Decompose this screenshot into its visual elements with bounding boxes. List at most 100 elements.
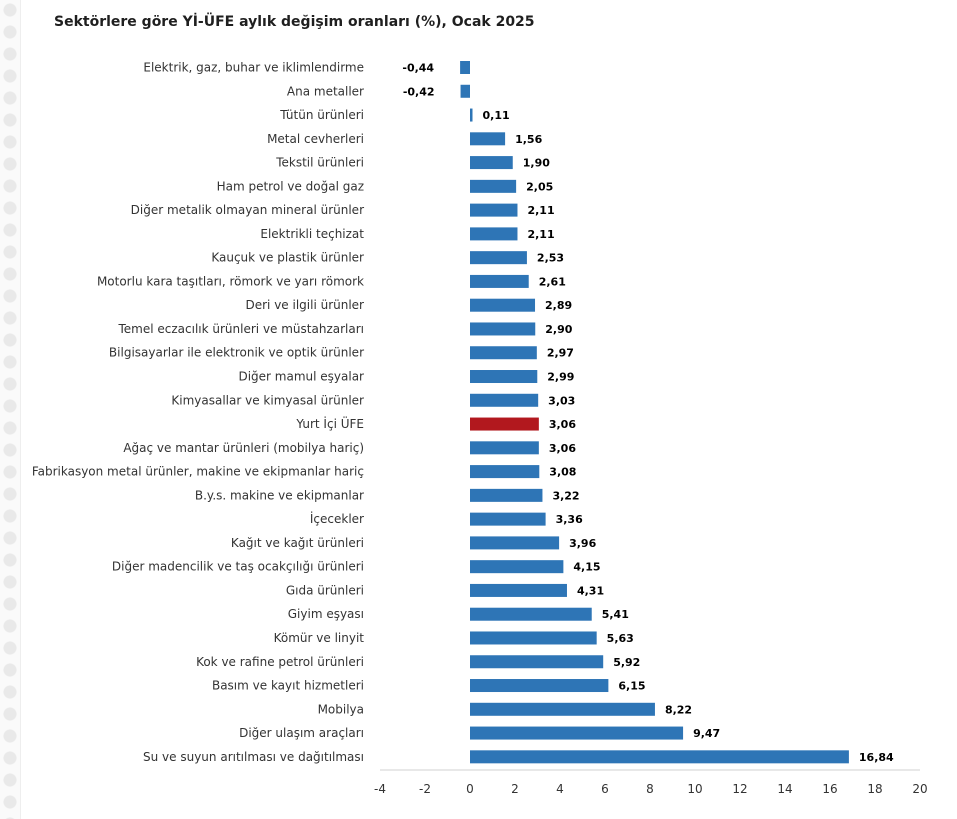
- bar: [470, 274, 529, 288]
- category-label: Ağaç ve mantar ürünleri (mobilya hariç): [123, 441, 364, 455]
- category-label: Temel eczacılık ürünleri ve müstahzarlar…: [118, 322, 365, 336]
- value-label: 9,47: [693, 727, 720, 740]
- bar: [470, 607, 592, 621]
- category-label: Kömür ve linyit: [274, 631, 365, 645]
- category-label: İçecekler: [310, 511, 364, 526]
- category-label: Fabrikasyon metal ürünler, makine ve eki…: [32, 465, 364, 479]
- category-label: Tekstil ürünleri: [275, 156, 364, 170]
- bar: [470, 156, 513, 170]
- bar: [470, 702, 655, 716]
- category-label: Elektrikli teçhizat: [260, 227, 364, 241]
- value-label: 3,08: [549, 466, 576, 479]
- bar: [460, 61, 470, 74]
- x-tick-label: 16: [822, 782, 837, 796]
- value-label: 4,15: [573, 561, 600, 574]
- value-label: 4,31: [577, 584, 604, 597]
- bar: [470, 393, 539, 407]
- value-label: 5,41: [602, 608, 629, 621]
- value-label: 0,11: [483, 109, 510, 122]
- category-label: Kauçuk ve plastik ürünler: [211, 251, 364, 265]
- category-label: Diğer metalik olmayan mineral ürünler: [131, 203, 364, 217]
- category-label: Gıda ürünleri: [286, 583, 364, 597]
- value-label: -0,44: [402, 62, 434, 75]
- value-label: 5,92: [613, 656, 640, 669]
- category-label: Ham petrol ve doğal gaz: [217, 179, 364, 193]
- x-tick-label: 14: [777, 782, 792, 796]
- category-label: Mobilya: [318, 702, 364, 716]
- value-label: 2,05: [526, 180, 553, 193]
- category-label: Elektrik, gaz, buhar ve iklimlendirme: [143, 61, 364, 75]
- category-label: Ana metaller: [287, 84, 364, 98]
- bar: [470, 583, 567, 597]
- bar: [470, 726, 684, 740]
- bar: [470, 655, 604, 669]
- category-label: Yurt İçi ÜFE: [295, 415, 364, 431]
- x-tick-label: 6: [601, 782, 609, 796]
- bar: [470, 203, 518, 217]
- value-label: 2,99: [547, 371, 574, 384]
- bar: [470, 488, 543, 502]
- x-tick-label: 4: [556, 782, 564, 796]
- category-label: Bilgisayarlar ile elektronik ve optik ür…: [109, 346, 364, 360]
- bar: [470, 298, 536, 312]
- value-label: 2,90: [545, 323, 572, 336]
- category-label: Deri ve ilgili ürünler: [245, 298, 364, 312]
- value-label: 2,11: [527, 228, 554, 241]
- value-label: 1,90: [523, 157, 550, 170]
- bar: [470, 679, 609, 693]
- value-label: 6,15: [618, 680, 645, 693]
- value-label: 5,63: [607, 632, 634, 645]
- category-label: B.y.s. makine ve ekipmanlar: [195, 488, 364, 502]
- x-tick-label: 2: [511, 782, 519, 796]
- x-tick-label: 20: [912, 782, 927, 796]
- category-label: Kağıt ve kağıt ürünleri: [231, 536, 364, 550]
- value-label: 3,06: [549, 418, 576, 431]
- bar: [470, 322, 536, 336]
- decorative-side-pattern: [0, 0, 21, 819]
- category-label: Kok ve rafine petrol ürünleri: [196, 655, 364, 669]
- bar: [470, 370, 538, 384]
- bar: [470, 536, 560, 550]
- bar: [470, 227, 518, 241]
- value-label: 2,11: [527, 204, 554, 217]
- category-label: Kimyasallar ve kimyasal ürünler: [171, 393, 364, 407]
- value-label: 2,61: [539, 275, 566, 288]
- category-label: Tütün ürünleri: [279, 108, 364, 122]
- bar: [470, 132, 506, 146]
- bar: [460, 84, 470, 98]
- value-label: 3,06: [549, 442, 576, 455]
- category-label: Diğer ulaşım araçları: [239, 726, 364, 740]
- category-label: Giyim eşyası: [288, 607, 364, 621]
- x-tick-label: 18: [867, 782, 882, 796]
- value-label: 1,56: [515, 133, 542, 146]
- category-label: Metal cevherleri: [267, 132, 364, 146]
- value-label: 2,89: [545, 299, 572, 312]
- value-label: 16,84: [859, 751, 894, 764]
- bar: [470, 512, 546, 526]
- category-label: Diğer madencilik ve taş ocakçılığı ürünl…: [112, 560, 364, 574]
- bar-highlight: [470, 417, 539, 431]
- value-label: 2,53: [537, 252, 564, 265]
- x-tick-label: 0: [466, 782, 474, 796]
- value-label: 3,22: [552, 489, 579, 502]
- bar: [470, 108, 473, 122]
- value-label: 3,03: [548, 394, 575, 407]
- value-label: -0,42: [403, 85, 435, 98]
- value-label: 8,22: [665, 703, 692, 716]
- x-tick-label: 8: [646, 782, 654, 796]
- bar: [470, 251, 527, 265]
- bar: [470, 560, 564, 574]
- bar: [470, 346, 537, 360]
- value-label: 3,96: [569, 537, 596, 550]
- bar: [470, 631, 597, 645]
- bar: [470, 750, 849, 764]
- x-tick-label: 12: [732, 782, 747, 796]
- bar: [470, 179, 517, 193]
- category-label: Diğer mamul eşyalar: [238, 370, 364, 384]
- category-label: Basım ve kayıt hizmetleri: [212, 679, 364, 693]
- category-label: Motorlu kara taşıtları, römork ve yarı r…: [97, 274, 364, 288]
- value-label: 2,97: [547, 347, 574, 360]
- x-tick-label: 10: [687, 782, 702, 796]
- x-tick-label: -2: [419, 782, 431, 796]
